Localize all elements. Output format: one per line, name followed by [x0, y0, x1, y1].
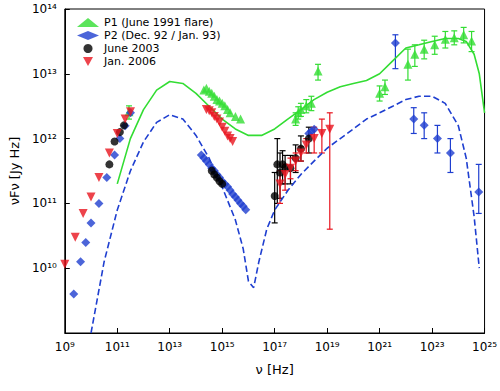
- svg-text:10¹⁹: 10¹⁹: [315, 340, 340, 354]
- svg-text:ν [Hz]: ν [Hz]: [256, 362, 294, 377]
- svg-text:P2 (Dec. 92 / Jan. 93): P2 (Dec. 92 / Jan. 93): [104, 29, 221, 42]
- svg-text:10⁹: 10⁹: [55, 340, 75, 354]
- svg-text:P1 (June 1991 flare): P1 (June 1991 flare): [104, 16, 213, 29]
- svg-text:10¹⁷: 10¹⁷: [262, 340, 287, 354]
- svg-text:10¹³: 10¹³: [157, 340, 182, 354]
- svg-text:June 2003: June 2003: [103, 42, 159, 55]
- svg-text:10¹²: 10¹²: [32, 132, 57, 146]
- svg-text:10¹⁰: 10¹⁰: [32, 261, 57, 275]
- svg-text:10¹¹: 10¹¹: [105, 340, 130, 354]
- svg-text:10¹⁴: 10¹⁴: [32, 2, 57, 16]
- svg-text:10¹³: 10¹³: [32, 67, 57, 81]
- svg-text:10²⁵: 10²⁵: [472, 340, 497, 354]
- svg-text:10¹⁵: 10¹⁵: [210, 340, 235, 354]
- svg-text:10²³: 10²³: [420, 340, 445, 354]
- svg-text:Jan. 2006: Jan. 2006: [103, 55, 156, 68]
- svg-text:10¹¹: 10¹¹: [32, 196, 57, 210]
- svg-text:νFν [Jy Hz]: νFν [Jy Hz]: [7, 137, 22, 206]
- svg-text:10²¹: 10²¹: [367, 340, 392, 354]
